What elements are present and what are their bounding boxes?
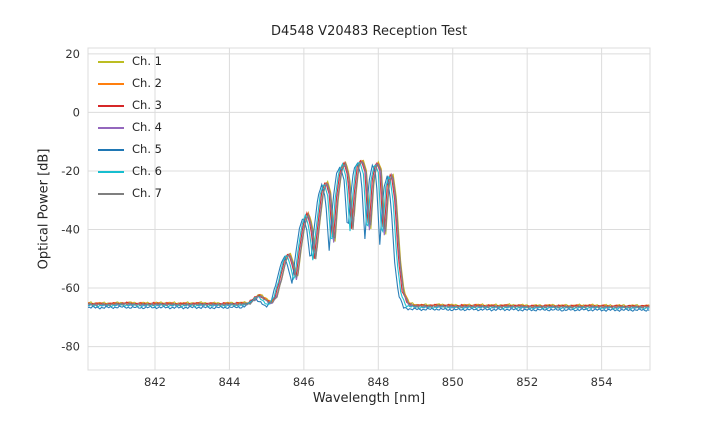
legend-entry: Ch. 3 xyxy=(98,98,162,113)
y-tick-label: 20 xyxy=(65,47,80,61)
series-line-ch-7 xyxy=(88,160,650,309)
legend-swatch-line xyxy=(98,104,124,107)
y-tick-label: -40 xyxy=(61,222,80,236)
legend-entry: Ch. 1 xyxy=(98,54,162,69)
x-tick-label: 848 xyxy=(367,375,389,389)
y-tick-label: -80 xyxy=(61,340,80,354)
legend-swatch-line xyxy=(98,148,124,151)
legend-label: Ch. 2 xyxy=(132,75,162,90)
legend-label: Ch. 1 xyxy=(132,53,162,68)
y-tick-label: -60 xyxy=(61,281,80,295)
legend-swatch-line xyxy=(98,126,124,129)
legend-label: Ch. 4 xyxy=(132,119,162,134)
x-tick-label: 844 xyxy=(218,375,240,389)
legend-entry: Ch. 2 xyxy=(98,76,162,91)
legend-entry: Ch. 6 xyxy=(98,164,162,179)
legend-entry: Ch. 5 xyxy=(98,142,162,157)
legend-entry: Ch. 7 xyxy=(98,186,162,201)
legend-swatch-line xyxy=(98,82,124,85)
series-line-ch-5 xyxy=(88,162,650,313)
y-tick-label: 0 xyxy=(73,105,80,119)
legend-swatch-line xyxy=(98,192,124,195)
legend-swatch-line xyxy=(98,170,124,173)
legend-label: Ch. 6 xyxy=(132,163,162,178)
legend-label: Ch. 5 xyxy=(132,141,162,156)
x-tick-label: 842 xyxy=(144,375,166,389)
legend-label: Ch. 3 xyxy=(132,97,162,112)
x-tick-label: 854 xyxy=(591,375,613,389)
legend-label: Ch. 7 xyxy=(132,185,162,200)
legend-entry: Ch. 4 xyxy=(98,120,162,135)
x-axis-label: Wavelength [nm] xyxy=(312,391,426,406)
x-tick-label: 852 xyxy=(516,375,538,389)
x-tick-label: 850 xyxy=(442,375,464,389)
chart-title: D4548 V20483 Reception Test xyxy=(270,24,468,39)
legend: Ch. 1 Ch. 2 Ch. 3 Ch. 4 Ch. 5 Ch. 6 Ch. 7 xyxy=(98,54,162,201)
legend-swatch-line xyxy=(98,60,124,63)
x-tick-label: 846 xyxy=(293,375,315,389)
y-tick-label: -20 xyxy=(61,164,80,178)
plot-border xyxy=(87,47,651,371)
